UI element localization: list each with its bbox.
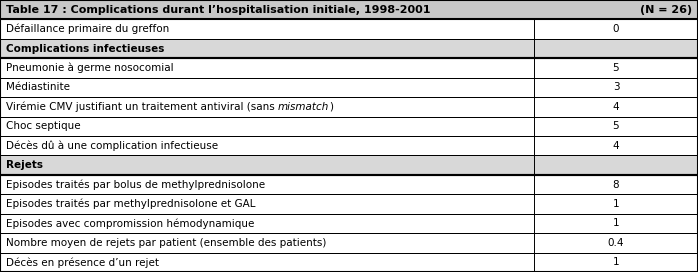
Bar [0,253,698,272]
Bar [0,175,698,194]
Text: 3: 3 [613,82,619,92]
Bar [0,19,698,39]
Bar [0,136,698,155]
Text: 1: 1 [613,218,619,228]
Text: Décès en présence d’un rejet: Décès en présence d’un rejet [6,257,158,268]
Text: Nombre moyen de rejets par patient (ensemble des patients): Nombre moyen de rejets par patient (ense… [6,238,326,248]
Text: Episodes traités par bolus de methylprednisolone: Episodes traités par bolus de methylpred… [6,179,265,190]
Text: Décès dû à une complication infectieuse: Décès dû à une complication infectieuse [6,140,218,151]
Text: Pneumonie à germe nosocomial: Pneumonie à germe nosocomial [6,63,173,73]
Bar [0,117,698,136]
Text: 8: 8 [613,180,619,190]
Text: Table 17 : Complications durant l’hospitalisation initiale, 1998-2001: Table 17 : Complications durant l’hospit… [6,5,430,15]
Text: 1: 1 [613,199,619,209]
Bar [0,214,698,233]
Text: Médiastinite: Médiastinite [6,82,70,92]
Text: Rejets: Rejets [6,160,43,170]
Bar [0,0,698,19]
Text: 1: 1 [613,257,619,267]
Bar [0,78,698,97]
Text: (N = 26): (N = 26) [640,5,692,15]
Text: Complications infectieuses: Complications infectieuses [6,44,164,54]
Bar [0,39,698,58]
Bar [0,194,698,214]
Bar [0,58,698,78]
Bar [0,233,698,253]
Text: Virémie CMV justifiant un traitement antiviral (sans: Virémie CMV justifiant un traitement ant… [6,102,278,112]
Text: ): ) [329,102,333,112]
Text: 5: 5 [613,63,619,73]
Text: 5: 5 [613,121,619,131]
Text: 4: 4 [613,141,619,151]
Text: 4: 4 [613,102,619,112]
Bar [0,155,698,175]
Text: Défaillance primaire du greffon: Défaillance primaire du greffon [6,24,169,34]
Text: Choc septique: Choc septique [6,121,80,131]
Bar [0,97,698,117]
Text: Episodes avec compromission hémodynamique: Episodes avec compromission hémodynamiqu… [6,218,254,229]
Text: mismatch: mismatch [278,102,329,112]
Text: 0: 0 [613,24,619,34]
Text: 0.4: 0.4 [608,238,624,248]
Text: Episodes traités par methylprednisolone et GAL: Episodes traités par methylprednisolone … [6,199,255,209]
